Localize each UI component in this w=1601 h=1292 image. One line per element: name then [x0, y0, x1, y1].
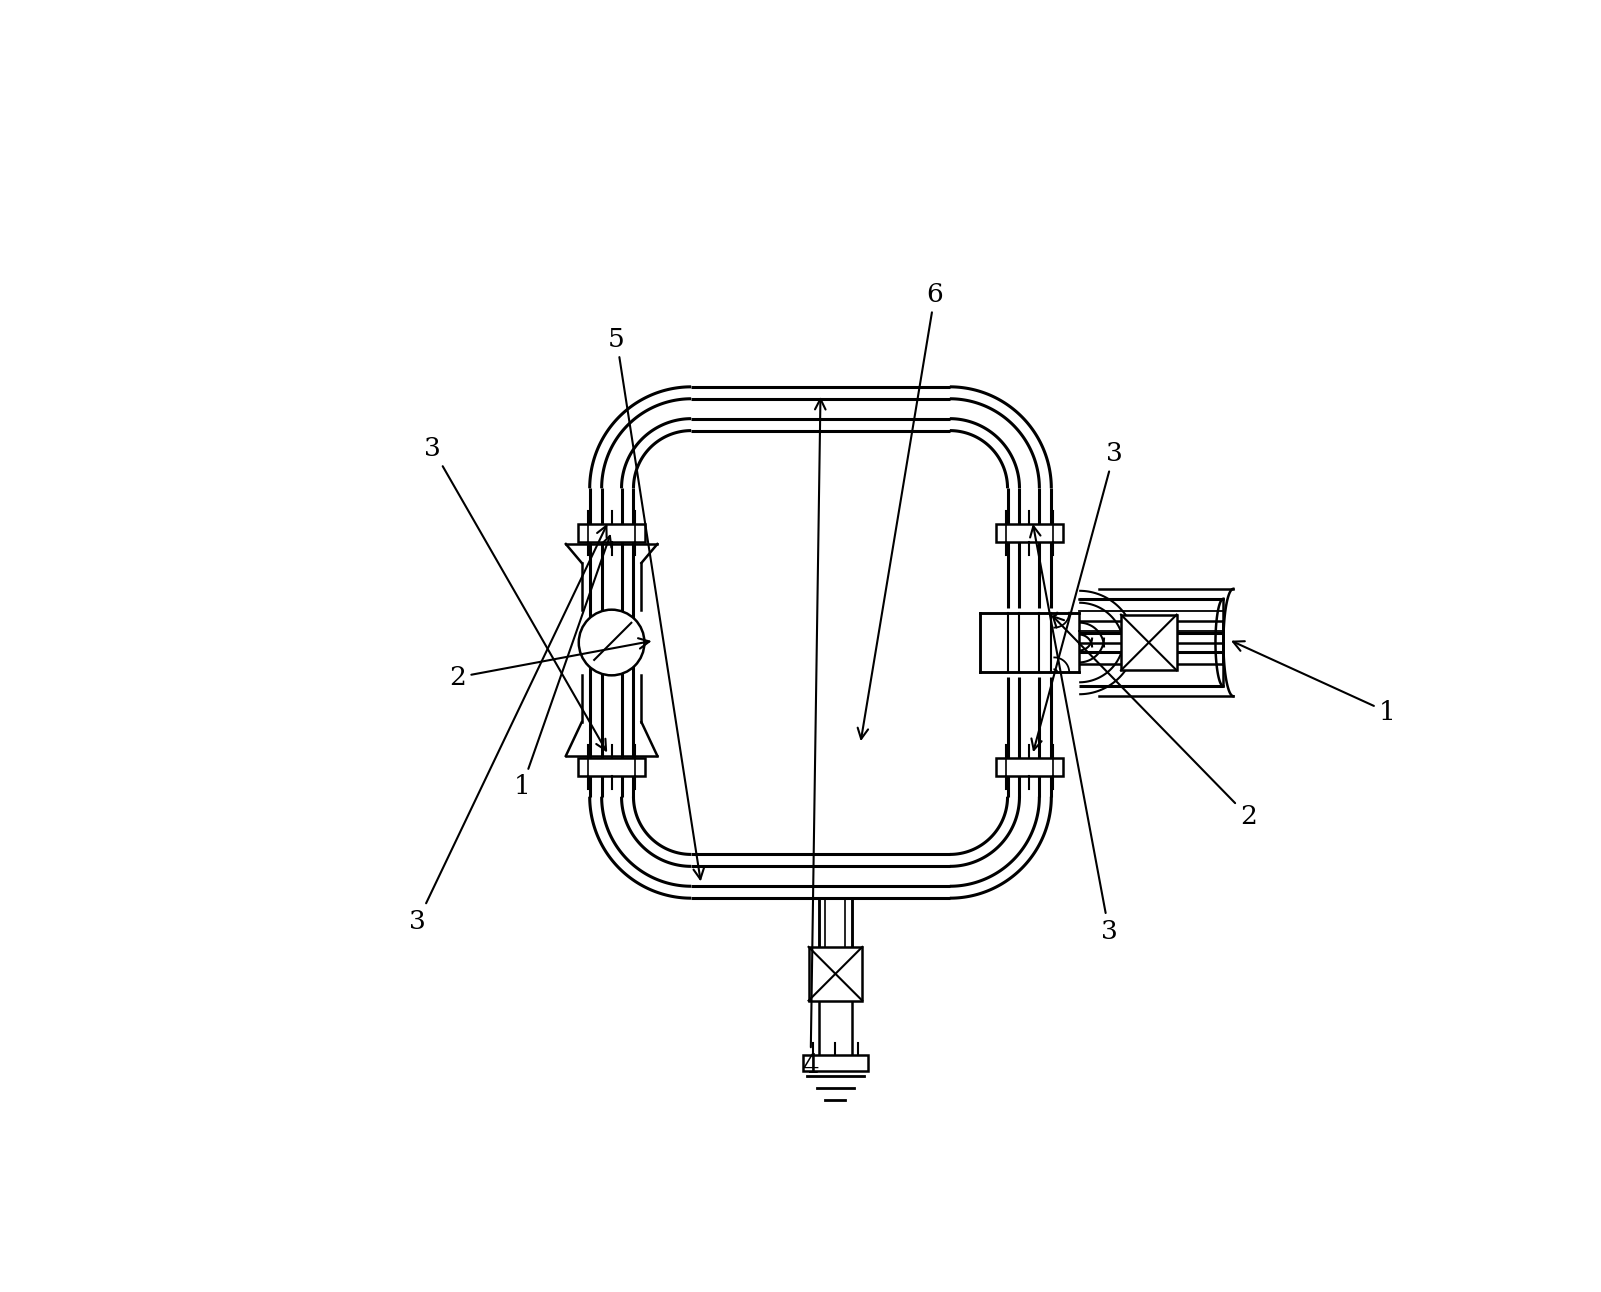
Text: 2: 2: [1053, 616, 1257, 829]
Bar: [1121, 615, 1177, 671]
Text: 3: 3: [1031, 441, 1122, 749]
Text: 3: 3: [424, 435, 607, 751]
Bar: [996, 525, 1063, 543]
Bar: [809, 947, 863, 1000]
Text: 3: 3: [410, 526, 607, 934]
Circle shape: [580, 610, 645, 676]
Bar: [996, 758, 1063, 775]
Text: 1: 1: [514, 536, 612, 800]
Bar: [578, 525, 645, 543]
Bar: [981, 614, 1077, 672]
Bar: [804, 1056, 868, 1071]
Text: 1: 1: [1233, 641, 1396, 725]
Text: 3: 3: [1029, 526, 1117, 943]
Text: 6: 6: [858, 282, 943, 739]
Text: 4: 4: [802, 399, 826, 1078]
Text: 2: 2: [448, 638, 650, 690]
Bar: [578, 758, 645, 775]
Text: 5: 5: [608, 327, 704, 880]
